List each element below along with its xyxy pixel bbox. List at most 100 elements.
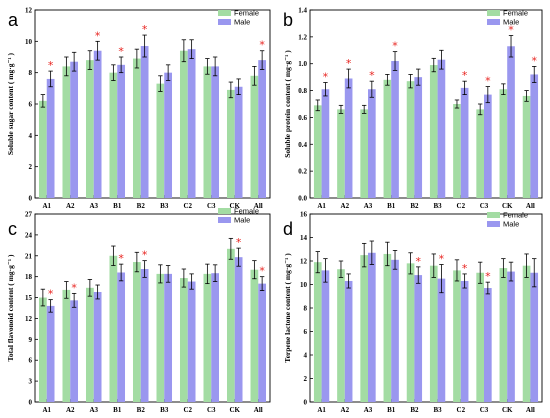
significance-star: * xyxy=(259,265,265,278)
bar-male xyxy=(211,66,220,199)
bar-female xyxy=(250,269,259,402)
legend-swatch-female xyxy=(218,10,231,16)
x-tick-label: C3 xyxy=(207,406,216,414)
legend-swatch-male xyxy=(218,217,231,223)
x-tick-label: A2 xyxy=(66,202,75,210)
y-tick-label: 16 xyxy=(300,211,308,219)
x-tick-label: A2 xyxy=(341,202,350,210)
x-tick-label: B2 xyxy=(137,406,146,414)
bar-female xyxy=(499,89,508,198)
panel-d: 0 2 4 6 8 10 12 14 16 A1 A2 A3 B1 * B2 * B3 * C2 * C3 CK All Te… xyxy=(283,211,543,414)
significance-star: * xyxy=(485,75,491,88)
bar-female xyxy=(522,265,531,402)
bar-male xyxy=(484,288,492,402)
bar-female xyxy=(109,72,118,198)
bar-female xyxy=(250,75,259,198)
bar-female xyxy=(156,83,165,198)
legend-label-female: Female xyxy=(234,9,259,18)
bar-female xyxy=(38,297,47,402)
panel-letter: c xyxy=(8,219,17,239)
y-tick-label: 3 xyxy=(29,378,33,386)
x-tick-label: C3 xyxy=(480,406,489,414)
x-tick-label: C2 xyxy=(183,406,192,414)
bar-female xyxy=(406,263,415,402)
y-tick-label: 0.0 xyxy=(298,195,307,203)
bar-female xyxy=(85,60,94,199)
x-tick-label: A1 xyxy=(317,406,326,414)
bar-male xyxy=(187,281,196,402)
significance-star: * xyxy=(439,253,445,266)
bar-male xyxy=(530,272,539,402)
bar-female xyxy=(383,79,392,198)
bar-male xyxy=(46,78,55,198)
bar-male xyxy=(93,50,102,198)
y-tick-label: 8 xyxy=(304,305,308,313)
x-tick-label: B3 xyxy=(160,202,169,210)
legend-label-male: Male xyxy=(234,216,250,225)
significance-star: * xyxy=(259,39,265,52)
bar-female xyxy=(62,66,71,199)
significance-star: * xyxy=(508,24,514,37)
significance-star: * xyxy=(118,45,124,58)
bar-female xyxy=(313,105,322,198)
x-tick-label: CK xyxy=(230,406,241,414)
significance-star: * xyxy=(346,57,352,70)
x-tick-label: CK xyxy=(502,406,513,414)
legend-label-male: Male xyxy=(503,220,519,229)
bar-female xyxy=(109,255,118,402)
x-tick-label: CK xyxy=(502,202,513,210)
bar-female xyxy=(453,270,461,402)
bar-female xyxy=(85,287,94,402)
significance-star: * xyxy=(48,288,54,301)
x-tick-label: CK xyxy=(230,202,241,210)
y-tick-label: 10 xyxy=(25,38,33,46)
bar-female xyxy=(203,273,212,402)
bar-male xyxy=(93,291,102,402)
y-tick-label: 9 xyxy=(29,336,33,344)
bar-male xyxy=(70,61,79,199)
x-tick-label: B3 xyxy=(160,406,169,414)
bar-male xyxy=(46,305,55,402)
bar-male xyxy=(140,269,149,402)
bar-male xyxy=(507,271,515,402)
bar-male xyxy=(117,64,126,198)
bar-male xyxy=(368,89,376,198)
legend-swatch-male xyxy=(487,19,500,25)
y-tick-label: 0.8 xyxy=(298,87,307,95)
bar-female xyxy=(132,262,141,402)
bar-male xyxy=(391,259,399,402)
x-tick-label: C3 xyxy=(480,202,489,210)
y-tick-label: 24 xyxy=(25,231,33,239)
legend-label-female: Female xyxy=(503,9,528,18)
panel-c: 0 3 6 9 12 15 18 21 24 27 * A1 * A2 A3 * B1 * B2 B3 C2 C3 * CK *… xyxy=(6,207,271,414)
bar-male xyxy=(258,283,267,402)
y-tick-label: 4 xyxy=(29,132,33,140)
y-tick-label: 10 xyxy=(300,281,308,289)
significance-star: * xyxy=(236,236,242,249)
y-tick-label: 0.2 xyxy=(298,168,307,176)
significance-star: * xyxy=(462,262,468,275)
x-tick-label: C2 xyxy=(457,202,466,210)
bar-female xyxy=(179,50,188,198)
panel-letter: b xyxy=(283,10,293,30)
y-tick-label: 0.4 xyxy=(298,141,307,149)
x-tick-label: C2 xyxy=(457,406,466,414)
significance-star: * xyxy=(118,252,124,265)
bar-male xyxy=(140,46,149,199)
bar-male xyxy=(258,60,267,199)
x-tick-label: All xyxy=(526,406,535,414)
legend-swatch-female xyxy=(487,212,500,218)
bar-female xyxy=(499,268,508,402)
bar-male xyxy=(164,72,173,198)
legend-label-female: Female xyxy=(503,211,528,220)
bar-male xyxy=(484,94,492,198)
x-tick-label: B2 xyxy=(410,202,419,210)
significance-star: * xyxy=(142,249,148,262)
bar-female xyxy=(360,255,368,402)
significance-star: * xyxy=(415,255,421,268)
bar-male xyxy=(234,86,243,198)
bar-male xyxy=(344,280,353,402)
x-tick-label: All xyxy=(254,202,263,210)
